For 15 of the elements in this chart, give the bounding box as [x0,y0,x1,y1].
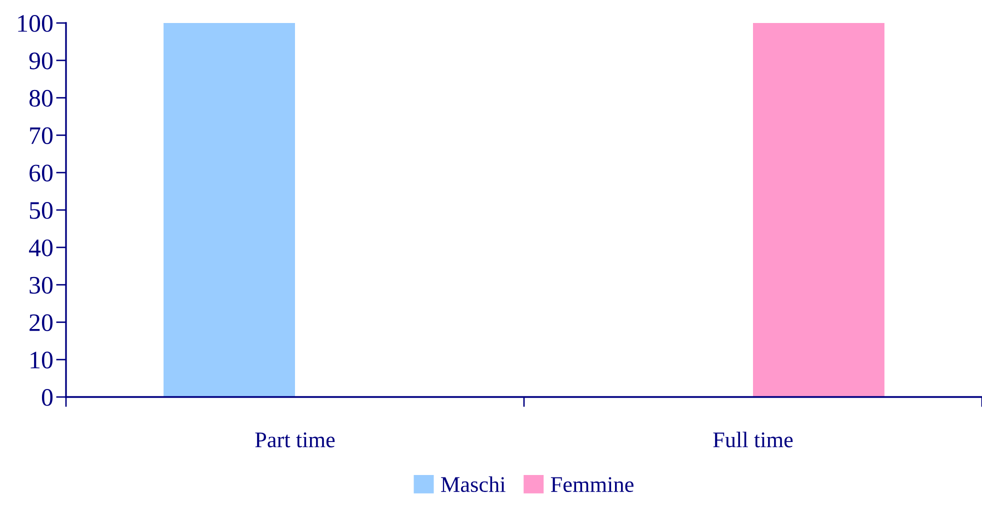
y-tick-label: 30 [30,276,53,294]
y-tick-label: 90 [29,52,53,70]
y-tick-label: 10 [30,352,53,369]
legend-label: Femmine [550,477,634,492]
y-tick-label: 20 [30,314,53,332]
y-tick-label: 40 [28,239,53,256]
x-tick-label: Part time [255,432,335,448]
x-tick-label: Full time [713,432,793,448]
y-tick-label: 70 [30,127,53,144]
y-tick-label: 50 [30,202,53,219]
y-tick-label: 0 [42,389,53,406]
y-tick-label: 60 [30,164,53,182]
y-tick-label: 100 [18,15,53,32]
legend-label: Maschi [441,476,506,492]
y-tick-label: 80 [29,90,53,107]
